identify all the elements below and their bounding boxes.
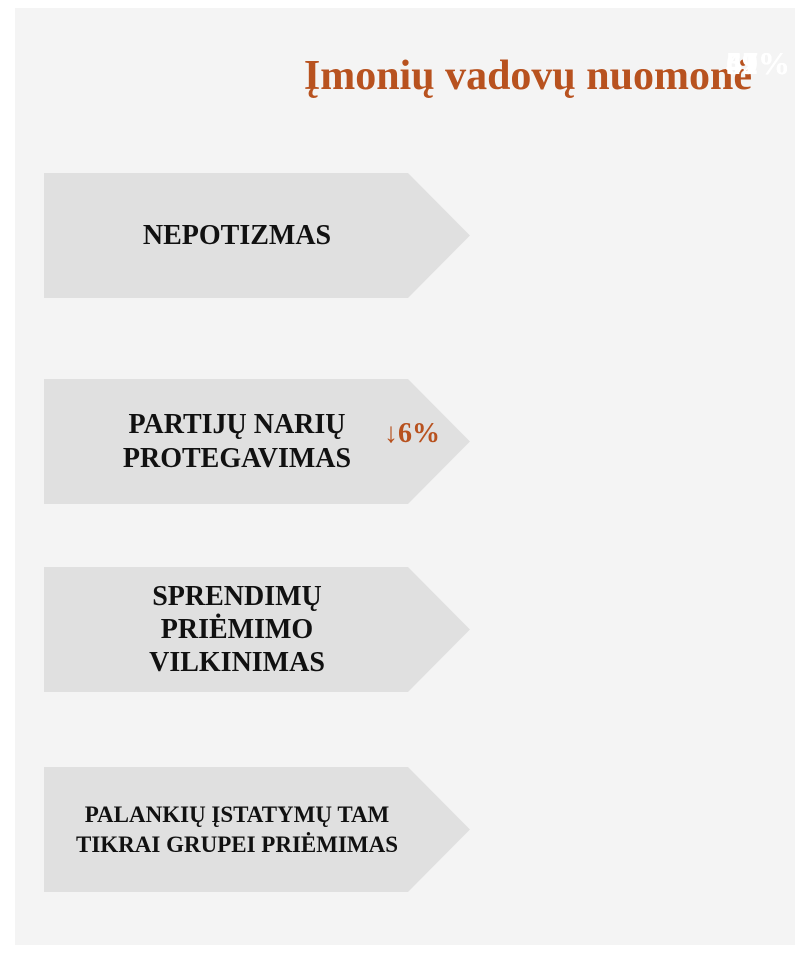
arrow-shape [44, 173, 470, 298]
arrow-polygon [44, 767, 470, 892]
value-label: 49% [726, 45, 790, 81]
category-arrow: NEPOTIZMAS [44, 173, 470, 298]
category-label: NEPOTIZMAS [142, 219, 332, 251]
annotation: ↓6% [384, 418, 440, 449]
chart-title: Įmonių vadovų nuomonė [303, 53, 752, 99]
category-box: NEPOTIZMAS [44, 173, 430, 298]
arrow-shape [44, 567, 470, 692]
category-box: PALANKIŲ ĮSTATYMŲ TAM TIKRAI GRUPEI PRIĖ… [44, 767, 430, 892]
arrow-shape [44, 379, 470, 504]
category-arrow: SPRENDIMŲ PRIĖMIMO VILKINIMAS [44, 567, 470, 692]
arrow-polygon [44, 567, 470, 692]
category-box: SPRENDIMŲ PRIĖMIMO VILKINIMAS [44, 567, 430, 692]
arrow-shape [44, 767, 470, 892]
category-label: SPRENDIMŲ PRIĖMIMO VILKINIMAS [149, 580, 325, 679]
value-label: 57% [726, 45, 790, 81]
arrow-polygon [44, 379, 470, 504]
arrow-polygon [44, 173, 470, 298]
value-label: 52% [726, 45, 790, 81]
category-arrow: PARTIJŲ NARIŲ PROTEGAVIMAS [44, 379, 470, 504]
category-label: PALANKIŲ ĮSTATYMŲ TAM TIKRAI GRUPEI PRIĖ… [75, 801, 399, 857]
category-box: PARTIJŲ NARIŲ PROTEGAVIMAS [44, 379, 430, 504]
category-arrow: PALANKIŲ ĮSTATYMŲ TAM TIKRAI GRUPEI PRIĖ… [44, 767, 470, 892]
value-label: 61% [726, 45, 790, 81]
category-label: PARTIJŲ NARIŲ PROTEGAVIMAS [122, 409, 352, 474]
